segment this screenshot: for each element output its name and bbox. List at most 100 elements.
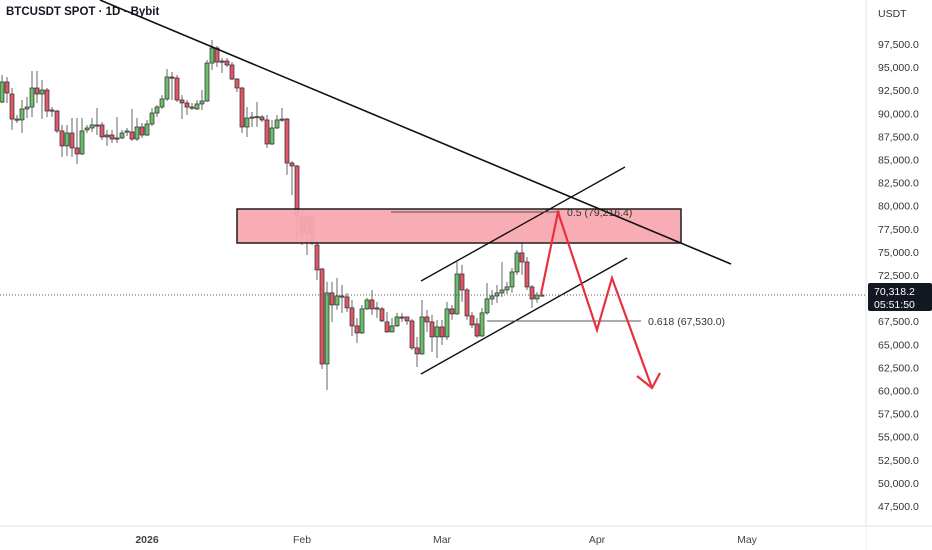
candle-down[interactable] [224,58,230,68]
candle-up[interactable] [364,297,370,310]
time-axis-bg[interactable] [0,526,866,550]
candle-up[interactable] [29,70,35,117]
candle-down[interactable] [184,99,190,115]
candle-down[interactable] [424,309,430,332]
candle-down[interactable] [349,299,355,336]
candle-down[interactable] [4,76,10,103]
candle-up[interactable] [19,99,25,133]
candle-up[interactable] [254,102,260,127]
candle-up[interactable] [209,40,215,70]
candle-up[interactable] [454,261,460,315]
candle-up[interactable] [149,108,155,126]
candle-down[interactable] [174,74,180,103]
descending-trendline[interactable] [99,0,732,265]
candle-down[interactable] [474,317,480,338]
candle-up[interactable] [394,312,400,327]
candle-up[interactable] [494,284,500,303]
candle-down[interactable] [329,281,335,322]
candle-up[interactable] [64,124,70,156]
candle-down[interactable] [129,108,135,142]
candle-down[interactable] [449,304,455,320]
candle-up[interactable] [144,119,150,136]
candle-down[interactable] [54,109,60,133]
candle-down[interactable] [189,102,195,110]
resistance-zone[interactable] [236,208,682,244]
candle-down[interactable] [399,312,405,322]
candle-up[interactable] [204,59,210,103]
candle-down[interactable] [14,114,20,124]
candle-down[interactable] [354,317,360,343]
candle-up[interactable] [359,304,365,334]
candle-down[interactable] [289,160,295,195]
candle-up[interactable] [119,129,125,140]
candle-up[interactable] [39,80,45,120]
candle-up[interactable] [244,107,250,137]
candle-up[interactable] [484,282,490,315]
channel-lower-line[interactable] [420,257,628,375]
candle-down[interactable] [249,112,255,127]
candle-up[interactable] [509,267,515,293]
candle-down[interactable] [384,311,390,333]
candle-down[interactable] [374,301,380,318]
candle-up[interactable] [79,118,85,155]
candle-down[interactable] [9,87,15,130]
candle-up[interactable] [164,68,170,102]
candle-up[interactable] [514,249,520,275]
candle-down[interactable] [464,287,470,320]
candle-up[interactable] [24,97,30,119]
candle-down[interactable] [409,318,415,350]
candle-up[interactable] [499,261,505,297]
candle-down[interactable] [369,289,375,315]
candle-down[interactable] [69,118,75,158]
candle-up[interactable] [159,95,165,109]
candle-up[interactable] [489,289,495,305]
candle-down[interactable] [239,86,245,133]
candle-down[interactable] [219,58,225,74]
candle-down[interactable] [44,87,50,117]
candle-up[interactable] [504,281,510,294]
candle-up[interactable] [324,281,330,390]
candle-down[interactable] [139,123,145,138]
candle-down[interactable] [429,314,435,352]
candle-down[interactable] [59,124,65,158]
candle-down[interactable] [74,118,80,165]
candle-up[interactable] [199,90,205,110]
candle-down[interactable] [459,264,465,302]
candle-up[interactable] [274,114,280,130]
candle-up[interactable] [444,301,450,340]
candle-down[interactable] [49,107,55,117]
candle-up[interactable] [419,299,425,355]
candle-down[interactable] [344,292,350,312]
candle-down[interactable] [264,114,270,148]
candle-up[interactable] [269,119,275,145]
candle-down[interactable] [94,108,100,136]
candle-up[interactable] [534,291,540,303]
candle-down[interactable] [179,95,185,120]
candle-down[interactable] [469,311,475,328]
candle-down[interactable] [259,114,265,122]
candle-up[interactable] [194,99,200,110]
candle-down[interactable] [439,319,445,345]
candle-down[interactable] [99,121,105,141]
candle-down[interactable] [284,118,290,175]
candle-down[interactable] [104,129,110,146]
candle-down[interactable] [379,306,385,322]
candle-down[interactable] [169,71,175,100]
candle-up[interactable] [389,317,395,333]
candle-up[interactable] [434,319,440,358]
candle-down[interactable] [404,316,410,325]
candle-up[interactable] [124,127,130,136]
candle-down[interactable] [529,284,535,308]
candle-down[interactable] [109,129,115,143]
candle-down[interactable] [319,267,325,369]
candle-down[interactable] [414,336,420,367]
price-axis-bg[interactable] [866,0,932,550]
candle-up[interactable] [134,118,140,142]
candle-down[interactable] [229,62,235,81]
projection-arrow[interactable] [539,207,654,389]
candle-down[interactable] [34,70,40,103]
candle-down[interactable] [114,116,120,143]
candle-up[interactable] [89,118,95,132]
candle-down[interactable] [339,284,345,313]
